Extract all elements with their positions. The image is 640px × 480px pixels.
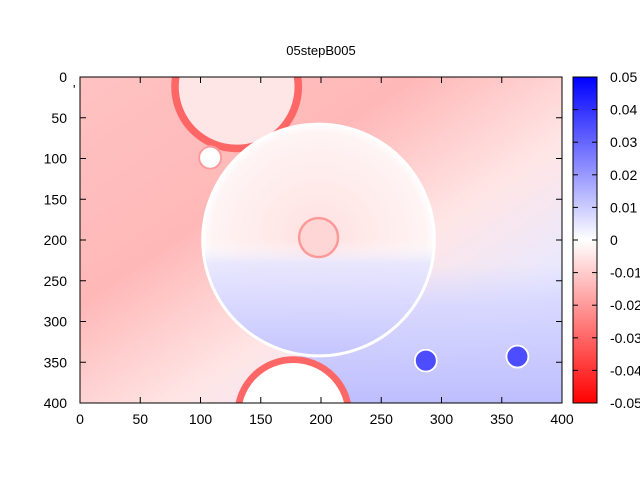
colorbar-tick-label: 0.05 <box>610 69 637 85</box>
feature-circle-1 <box>198 145 223 170</box>
y-tick-label: 300 <box>44 314 68 330</box>
feature-layer <box>171 77 530 403</box>
chart-title: 05stepB005 <box>286 43 355 58</box>
x-tick-label: 100 <box>189 411 213 427</box>
x-tick-label: 200 <box>309 411 333 427</box>
x-axis: 0 50 100 150 200 250 300 350 400 <box>76 77 574 427</box>
y-tick-label: 150 <box>44 191 68 207</box>
feature-circle-6-rim <box>235 356 352 403</box>
colorbar-tick-label: -0.02 <box>610 297 640 313</box>
plot-fragment-label: ' <box>73 82 75 97</box>
y-tick-label: 200 <box>44 232 68 248</box>
colorbar: 0.05 0.04 0.03 0.02 0.01 0 -0.01 -0.02 -0.03 -0.0… <box>572 69 640 411</box>
feature-circle-5-rim <box>505 344 530 369</box>
feature-circle-4 <box>413 348 438 373</box>
x-tick-label: 50 <box>132 411 148 427</box>
colorbar-tick-label: 0.04 <box>610 102 637 118</box>
feature-circle-0 <box>174 77 300 150</box>
y-tick-label: 100 <box>44 151 68 167</box>
colorbar-tick-label: 0.01 <box>610 199 637 215</box>
colorbar-ticks: 0.05 0.04 0.03 0.02 0.01 0 -0.01 -0.02 -0.03 -0.0… <box>573 69 640 411</box>
x-tick-label: 0 <box>76 411 84 427</box>
feature-circle-5 <box>505 344 530 369</box>
colorbar-tick-label: -0.03 <box>610 330 640 346</box>
feature-circle-3-rim <box>297 216 340 259</box>
feature-circle-2-rim <box>201 122 436 358</box>
y-tick-label: 50 <box>51 110 67 126</box>
x-tick-label: 400 <box>550 411 574 427</box>
colorbar-tick-label: -0.01 <box>610 265 640 281</box>
feature-circle-0-rim <box>171 77 303 153</box>
colorbar-tick-label: 0.02 <box>610 167 637 183</box>
colorbar-tick-label: 0 <box>610 232 618 248</box>
x-tick-label: 250 <box>370 411 394 427</box>
colorbar-tick-label: -0.04 <box>610 362 640 378</box>
plot-area <box>80 77 562 403</box>
y-tick-label: 250 <box>44 273 68 289</box>
y-tick-label: 0 <box>59 69 67 85</box>
x-tick-label: 150 <box>249 411 273 427</box>
colorbar-tick-label: -0.05 <box>610 395 640 411</box>
y-axis: 0 50 100 150 200 250 300 350 400 <box>44 69 562 411</box>
feature-circle-1-rim <box>198 145 223 170</box>
colorbar-tick-label: 0.03 <box>610 134 637 150</box>
x-tick-label: 350 <box>490 411 514 427</box>
y-tick-label: 400 <box>44 395 68 411</box>
feature-circle-3 <box>298 217 340 259</box>
feature-circle-4-rim <box>413 348 438 373</box>
x-tick-label: 300 <box>430 411 454 427</box>
y-tick-label: 350 <box>44 354 68 370</box>
